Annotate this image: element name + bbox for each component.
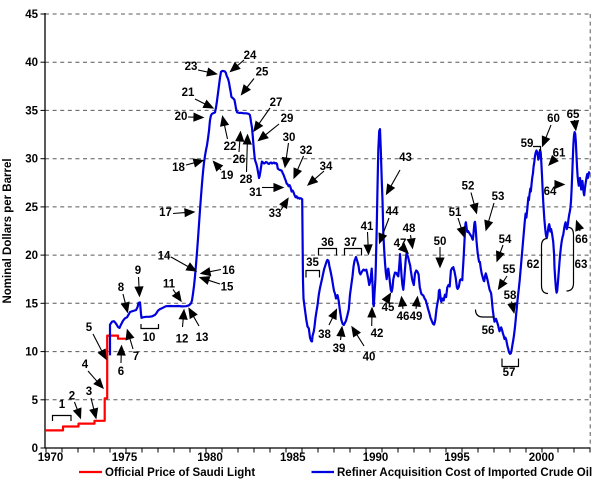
svg-text:20: 20 [175, 111, 188, 123]
svg-text:7: 7 [133, 351, 139, 363]
svg-text:60: 60 [547, 113, 560, 125]
svg-text:1970: 1970 [38, 452, 64, 464]
svg-text:30: 30 [283, 132, 296, 144]
svg-text:Refiner Acquisition Cost of Im: Refiner Acquisition Cost of Imported Cru… [337, 467, 592, 479]
svg-text:29: 29 [281, 113, 294, 125]
svg-text:0: 0 [32, 443, 38, 455]
svg-text:23: 23 [185, 61, 198, 73]
svg-text:56: 56 [482, 325, 495, 337]
svg-text:40: 40 [363, 352, 376, 364]
svg-text:15: 15 [221, 282, 234, 294]
svg-text:18: 18 [172, 162, 185, 174]
svg-text:41: 41 [361, 221, 374, 233]
svg-text:1990: 1990 [363, 452, 389, 464]
svg-text:38: 38 [318, 329, 331, 341]
svg-text:45: 45 [382, 302, 395, 314]
svg-text:40: 40 [25, 57, 38, 69]
svg-text:8: 8 [118, 282, 125, 294]
svg-text:53: 53 [492, 191, 505, 203]
svg-text:39: 39 [333, 343, 346, 355]
svg-text:26: 26 [233, 154, 246, 166]
svg-text:16: 16 [222, 265, 235, 277]
svg-text:Nominal Dollars per Barrel: Nominal Dollars per Barrel [2, 158, 14, 303]
svg-text:10: 10 [25, 347, 38, 359]
svg-text:45: 45 [25, 9, 38, 21]
svg-text:47: 47 [394, 238, 407, 250]
svg-text:1975: 1975 [112, 452, 138, 464]
svg-text:3: 3 [86, 386, 92, 398]
svg-text:49: 49 [410, 311, 423, 323]
svg-text:27: 27 [270, 97, 283, 109]
svg-text:13: 13 [196, 332, 209, 344]
svg-text:36: 36 [321, 237, 334, 249]
svg-text:37: 37 [344, 237, 357, 249]
svg-text:2000: 2000 [529, 452, 555, 464]
svg-text:5: 5 [86, 322, 93, 334]
svg-text:61: 61 [553, 148, 566, 160]
svg-text:35: 35 [306, 257, 319, 269]
svg-text:51: 51 [449, 207, 462, 219]
svg-text:63: 63 [575, 259, 588, 271]
svg-text:12: 12 [176, 334, 189, 346]
svg-text:1995: 1995 [444, 452, 470, 464]
svg-text:66: 66 [575, 234, 588, 246]
svg-text:62: 62 [527, 259, 540, 271]
svg-text:59: 59 [521, 138, 534, 150]
svg-text:34: 34 [320, 161, 333, 173]
svg-text:55: 55 [503, 264, 516, 276]
svg-text:30: 30 [25, 154, 38, 166]
svg-text:24: 24 [244, 50, 257, 62]
svg-text:64: 64 [544, 186, 557, 198]
svg-text:31: 31 [249, 187, 262, 199]
svg-text:42: 42 [371, 328, 384, 340]
svg-text:1: 1 [59, 399, 66, 411]
svg-text:Official Price of Saudi Light: Official Price of Saudi Light [105, 467, 255, 479]
svg-text:15: 15 [25, 298, 38, 310]
svg-text:1980: 1980 [197, 452, 223, 464]
svg-text:48: 48 [403, 223, 416, 235]
svg-text:65: 65 [567, 109, 580, 121]
svg-text:20: 20 [25, 250, 38, 262]
svg-text:43: 43 [399, 152, 412, 164]
svg-text:33: 33 [269, 208, 282, 220]
svg-text:44: 44 [386, 206, 399, 218]
svg-text:52: 52 [462, 181, 475, 193]
svg-text:25: 25 [256, 67, 269, 79]
svg-text:11: 11 [163, 279, 176, 291]
svg-text:6: 6 [118, 366, 124, 378]
svg-text:57: 57 [503, 367, 516, 379]
svg-text:4: 4 [82, 359, 89, 371]
svg-text:10: 10 [143, 332, 156, 344]
svg-text:46: 46 [397, 311, 410, 323]
svg-text:25: 25 [25, 202, 38, 214]
svg-text:50: 50 [434, 236, 447, 248]
svg-text:1985: 1985 [280, 452, 306, 464]
svg-text:58: 58 [504, 290, 517, 302]
svg-text:32: 32 [300, 145, 313, 157]
svg-text:21: 21 [182, 87, 195, 99]
svg-text:22: 22 [224, 141, 237, 153]
svg-text:5: 5 [32, 395, 39, 407]
svg-text:14: 14 [158, 251, 171, 263]
svg-text:17: 17 [159, 207, 172, 219]
svg-text:54: 54 [499, 234, 512, 246]
svg-text:2: 2 [69, 391, 75, 403]
svg-text:28: 28 [240, 174, 253, 186]
svg-text:19: 19 [221, 170, 234, 182]
svg-text:35: 35 [25, 105, 38, 117]
svg-text:9: 9 [135, 265, 141, 277]
